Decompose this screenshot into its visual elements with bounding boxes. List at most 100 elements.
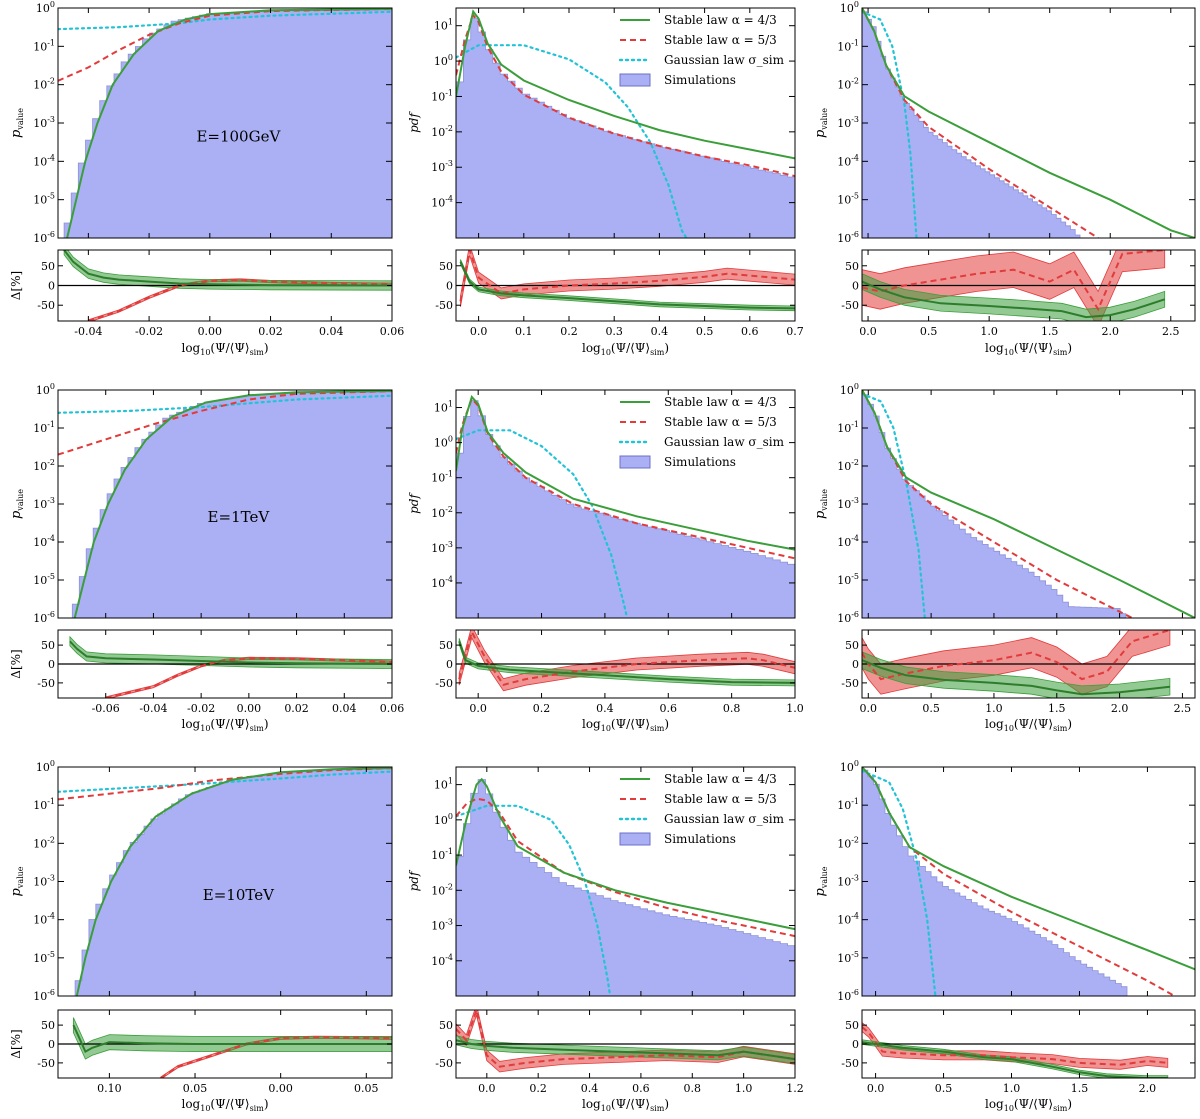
res-x-tick-label: 0.0 <box>469 702 487 715</box>
residual-stable43 <box>862 659 1171 696</box>
res-x-tick-label: 0.04 <box>319 325 344 338</box>
residual-band-stable43 <box>862 651 1171 698</box>
res-y-tick-label: 50 <box>41 639 55 652</box>
res-x-tick-label: 0.5 <box>920 325 938 338</box>
y-tick-label: 10-4 <box>837 153 859 168</box>
panel-cdf-row1: 100 10-1 10-2 10-3 10-4 10-5 10-6 pvalue E=100Ge… <box>9 0 393 245</box>
plot-frame <box>455 7 796 239</box>
res-x-tick-label: 0.5 <box>922 702 940 715</box>
residual-panel-row1-col2: 50 0 -50 0.0 0.1 0.2 0.3 0.4 0.5 0.6 0.7 log10(Ψ/⟨Ψ… <box>435 249 804 357</box>
res-x-tick-label: 0.05 <box>183 1082 208 1095</box>
residual-stable53 <box>862 630 1171 681</box>
res-x-tick-label: 0.5 <box>696 325 714 338</box>
residual-band-stable43 <box>69 635 392 669</box>
residual-stable43 <box>862 280 1166 319</box>
residual-plot-area <box>862 1021 1195 1078</box>
res-x-tick-label: 1.2 <box>786 1082 804 1095</box>
residual-stable43 <box>456 1039 795 1061</box>
residual-band-stable43 <box>458 638 795 687</box>
residual-y-axis-label: Δ[%] <box>9 649 23 678</box>
plot-area <box>58 390 392 618</box>
stable-law-43-curve <box>862 390 1195 618</box>
y-tick-label: 10-6 <box>33 610 55 625</box>
simulation-histogram <box>862 11 1081 238</box>
res-x-tick-label: 0.04 <box>332 702 357 715</box>
plot-area <box>58 767 392 996</box>
stable-law-53-curve <box>456 797 795 938</box>
plot-area <box>862 390 1195 618</box>
residual-plot-area <box>862 250 1195 321</box>
residual-plot-area <box>58 1017 392 1078</box>
legend-swatch-simulations <box>619 832 651 846</box>
residual-plot-area <box>456 1010 795 1073</box>
res-x-tick-label: 0.4 <box>596 702 614 715</box>
residual-band-stable43 <box>63 250 392 291</box>
legend-label-sim: Simulations <box>664 455 736 469</box>
legend-label-stable53: Stable law α = 5/3 <box>664 415 777 429</box>
res-y-tick-label: 0 <box>446 1038 453 1051</box>
res-x-tick-label: 0.0 <box>860 702 878 715</box>
res-x-tick-label: 0.4 <box>651 325 669 338</box>
y-tick-label: 10-5 <box>33 572 55 587</box>
residual-band-stable53 <box>456 1010 795 1073</box>
res-y-tick-label: 0 <box>446 658 453 671</box>
simulation-histogram <box>456 779 795 996</box>
y-tick-label: 10-2 <box>33 77 55 92</box>
legend: Stable law α = 4/3 Stable law α = 5/3 Gaus… <box>618 395 785 469</box>
res-x-tick-label: -0.02 <box>135 325 163 338</box>
res-x-tick-label: 2.0 <box>1111 702 1129 715</box>
residual-band-stable43 <box>460 259 795 312</box>
res-x-tick-label: 0.06 <box>380 702 405 715</box>
y-tick-label: 10-5 <box>33 192 55 207</box>
y-tick-label: 10-1 <box>837 797 859 812</box>
res-y-tick-label: 50 <box>41 1019 55 1032</box>
residual-band-stable43 <box>73 1017 392 1060</box>
residual-panel-row1-col3: 50 0 -500.0 0.5 1.0 1.5 2.0 2.5 log10(Ψ/⟨Ψ⟩sim) <box>841 249 1196 357</box>
panel-ccdf-row3: 100 10-1 10-2 10-3 10-4 10-5 10-6 pvalue <box>813 759 1196 1003</box>
x-axis-label: log10(Ψ/⟨Ψ⟩sim) <box>582 341 669 357</box>
y-tick-label: 10-3 <box>33 874 55 889</box>
x-axis-label: log10(Ψ/⟨Ψ⟩sim) <box>181 1097 268 1113</box>
plot-area <box>456 9 795 238</box>
res-y-tick-label: -50 <box>841 299 859 312</box>
residual-stable43 <box>63 250 392 287</box>
y-axis-label: pvalue <box>813 108 829 138</box>
residual-stable43 <box>69 640 392 665</box>
energy-label: E=100GeV <box>196 127 281 145</box>
y-tick-label: 10-2 <box>837 458 859 473</box>
res-y-tick-label: 50 <box>439 260 453 273</box>
res-x-tick-label: 0.8 <box>723 702 741 715</box>
panel-ccdf-row2: 100 10-1 10-2 10-3 10-4 10-5 10-6 pvalue <box>813 382 1196 625</box>
res-x-tick-label: 0.00 <box>237 702 262 715</box>
res-x-tick-label: 1.0 <box>735 1082 753 1095</box>
residual-stable53 <box>458 630 795 686</box>
y-tick-label: 10-3 <box>33 115 55 130</box>
res-x-tick-label: 0.02 <box>284 702 309 715</box>
res-x-tick-label: 0.0 <box>470 325 488 338</box>
residual-band-stable43 <box>862 273 1166 321</box>
y-tick-label: 10-1 <box>431 470 453 485</box>
stable-law-43-curve <box>66 8 392 238</box>
y-tick-label: 10-3 <box>431 159 453 174</box>
gaussian-curve <box>456 429 629 618</box>
y-tick-label: 10-1 <box>33 797 55 812</box>
y-tick-label: 10-2 <box>837 835 859 850</box>
res-x-tick-label: 0.10 <box>97 1082 122 1095</box>
residual-stable53 <box>88 278 392 321</box>
y-tick-label: 10-4 <box>837 534 859 549</box>
legend-label-gauss: Gaussian law σ_sim <box>664 812 785 826</box>
simulation-histogram <box>74 768 392 996</box>
res-x-tick-label: 1.0 <box>1003 1082 1021 1095</box>
res-y-tick-label: -50 <box>841 677 859 690</box>
res-y-tick-label: -50 <box>37 677 55 690</box>
res-x-tick-label: 0.1 <box>515 325 533 338</box>
y-tick-label: 10-4 <box>431 575 453 590</box>
y-tick-label: 10-3 <box>837 115 859 130</box>
residual-panel-row3-col1: 50 0 -50 0.10 0.05 0.00 0.05 Δ[%] log10(Ψ/⟨Ψ⟩sim… <box>9 1009 393 1113</box>
y-tick-label: 10-6 <box>837 988 859 1003</box>
res-x-tick-label: 0.06 <box>380 325 405 338</box>
res-x-tick-label: 1.5 <box>1071 1082 1089 1095</box>
y-tick-label: 10-5 <box>33 950 55 965</box>
y-tick-label: 101 <box>434 400 453 415</box>
y-axis-label: pvalue <box>813 866 829 896</box>
